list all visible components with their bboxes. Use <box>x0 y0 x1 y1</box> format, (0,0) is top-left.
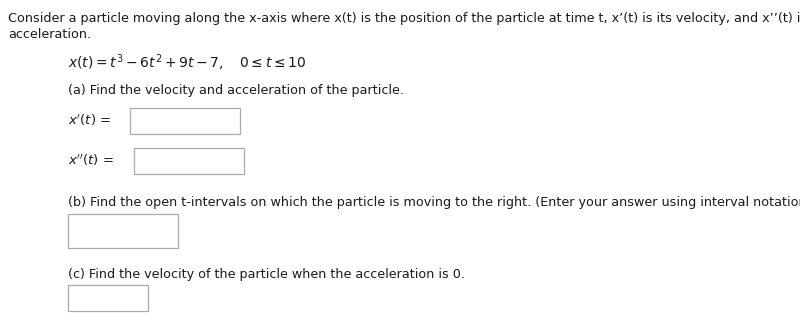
FancyBboxPatch shape <box>134 148 244 174</box>
Text: acceleration.: acceleration. <box>8 28 91 41</box>
FancyBboxPatch shape <box>68 214 178 248</box>
Text: (b) Find the open t-intervals on which the particle is moving to the right. (Ent: (b) Find the open t-intervals on which t… <box>68 196 800 209</box>
Text: $\mathit{x}''(\mathit{t})\,=$: $\mathit{x}''(\mathit{t})\,=$ <box>68 152 114 168</box>
FancyBboxPatch shape <box>68 285 148 311</box>
FancyBboxPatch shape <box>130 108 240 134</box>
Text: (c) Find the velocity of the particle when the acceleration is 0.: (c) Find the velocity of the particle wh… <box>68 268 465 281</box>
Text: $\mathit{x}(\mathit{t}) = \mathit{t}^3 - 6\mathit{t}^2 + 9\mathit{t} - 7, \quad : $\mathit{x}(\mathit{t}) = \mathit{t}^3 -… <box>68 52 306 73</box>
Text: (a) Find the velocity and acceleration of the particle.: (a) Find the velocity and acceleration o… <box>68 84 404 97</box>
Text: Consider a particle moving along the x-axis where x(t) is the position of the pa: Consider a particle moving along the x-a… <box>8 12 800 25</box>
Text: $\mathit{x}'(\mathit{t})\,=$: $\mathit{x}'(\mathit{t})\,=$ <box>68 112 111 127</box>
